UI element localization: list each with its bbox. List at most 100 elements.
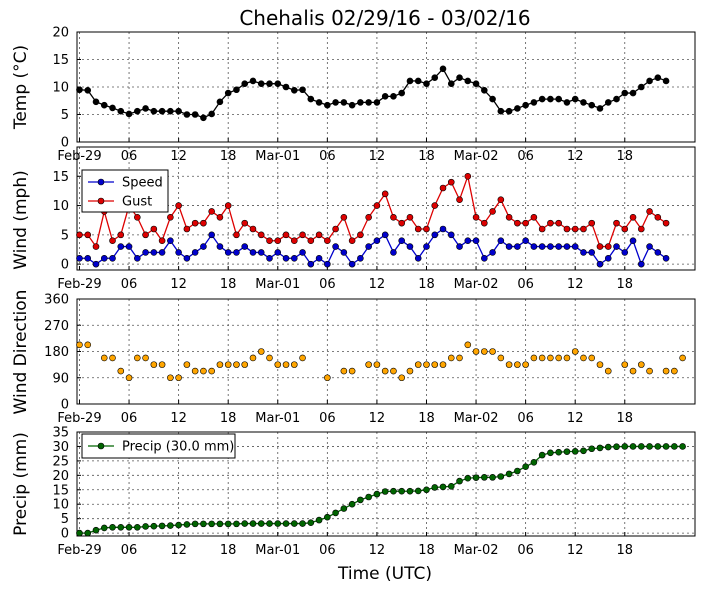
data-point: [315, 99, 323, 106]
data-point: [646, 208, 653, 215]
data-point: [340, 213, 348, 221]
data-point: [538, 95, 546, 103]
data-point: [92, 243, 100, 250]
data-point: [76, 86, 83, 94]
panel-temp: 0 5 10 15 20 Feb-29 06 12 18 Mar-01 06 12 18 Mar-02 06…: [11, 26, 696, 164]
data-point: [679, 443, 686, 450]
data-point: [175, 521, 182, 529]
x-tick-label: 06: [319, 411, 336, 426]
data-point: [117, 367, 125, 375]
data-point: [100, 101, 108, 109]
data-point: [134, 354, 141, 362]
data-point: [621, 225, 629, 233]
data-point: [381, 190, 389, 198]
data-point: [547, 219, 554, 227]
data-point: [332, 225, 339, 233]
data-point: [381, 231, 389, 239]
data-point: [547, 243, 554, 250]
data-point: [588, 219, 596, 227]
data-point: [497, 196, 505, 204]
data-point: [332, 99, 339, 106]
data-point: [646, 367, 653, 375]
x-tick-label: Mar-01: [255, 411, 300, 426]
data-point: [464, 341, 472, 349]
data-point: [150, 249, 158, 256]
data-point: [423, 486, 430, 494]
data-point: [200, 367, 207, 375]
data-point: [464, 172, 472, 180]
data-point: [167, 213, 174, 221]
data-point: [249, 249, 257, 256]
series-speed: [76, 225, 670, 268]
data-point: [621, 443, 629, 450]
data-point: [472, 80, 480, 87]
data-point: [398, 487, 405, 495]
data-point: [637, 443, 645, 450]
data-point: [282, 254, 290, 262]
data-point: [398, 89, 405, 97]
data-point: [167, 107, 174, 115]
data-point: [538, 354, 546, 362]
x-tick-label: Mar-02: [454, 543, 499, 558]
data-point: [538, 451, 546, 459]
data-point: [447, 483, 455, 490]
data-point: [340, 505, 348, 512]
x-tick-label: Mar-02: [454, 149, 499, 164]
series-gust: [76, 172, 670, 250]
data-point: [158, 107, 166, 115]
data-point: [241, 520, 249, 527]
data-point: [125, 374, 133, 382]
data-point: [414, 254, 422, 262]
data-point: [357, 231, 364, 239]
data-point: [414, 487, 422, 495]
series-temp: [76, 65, 670, 122]
data-point: [249, 520, 257, 527]
data-point: [324, 260, 331, 268]
data-point: [654, 249, 662, 256]
data-point: [538, 243, 546, 250]
data-point: [406, 243, 414, 250]
data-point: [233, 231, 240, 239]
data-point: [555, 219, 562, 227]
data-point: [84, 254, 92, 262]
data-point: [175, 107, 182, 115]
data-point: [365, 243, 372, 250]
data-point: [563, 243, 571, 250]
data-point: [183, 521, 191, 528]
data-point: [629, 213, 637, 221]
data-point: [307, 237, 315, 245]
data-point: [571, 348, 579, 355]
x-tick-label: Feb-29: [57, 411, 101, 426]
data-point: [274, 237, 282, 245]
data-point: [183, 111, 191, 118]
x-tick-label: 12: [567, 411, 584, 426]
data-point: [439, 65, 447, 73]
data-point: [208, 231, 215, 239]
data-point: [315, 231, 323, 239]
x-tick-label: Mar-02: [454, 411, 499, 426]
data-point: [679, 354, 686, 362]
data-point: [613, 443, 620, 451]
y-axis-label: Wind (mph): [11, 170, 31, 270]
x-tick-label: 06: [319, 277, 336, 292]
data-point: [398, 374, 405, 382]
data-point: [167, 237, 174, 245]
data-point: [274, 520, 282, 527]
data-point: [671, 443, 678, 450]
data-point: [662, 443, 670, 450]
x-tick-label: 06: [121, 543, 138, 558]
data-point: [637, 260, 645, 268]
x-tick-label: 18: [616, 411, 633, 426]
data-point: [233, 520, 240, 528]
y-tick-label: 25: [52, 454, 69, 469]
data-point: [134, 213, 141, 221]
data-point: [646, 243, 653, 250]
data-point: [530, 459, 538, 466]
data-point: [357, 254, 364, 262]
data-point: [84, 231, 92, 239]
data-point: [481, 219, 488, 227]
x-tick-label: 18: [220, 411, 237, 426]
data-point: [497, 107, 505, 115]
data-point: [224, 361, 232, 368]
data-point: [447, 231, 455, 239]
